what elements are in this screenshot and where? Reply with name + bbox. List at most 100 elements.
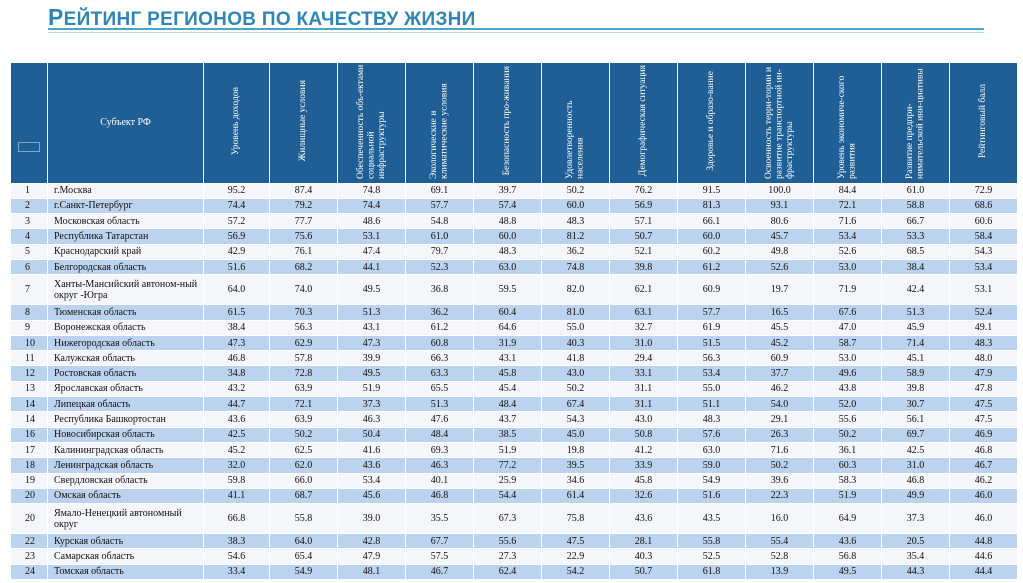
value-cell: 61.4 <box>541 487 610 505</box>
value-cell: 54.2 <box>541 563 610 581</box>
value-cell: 55.0 <box>677 380 746 398</box>
table-row: 13 Ярославская область 43.2 63.9 51.9 65.5 45.… <box>10 380 1018 398</box>
rank-cell: 6 <box>10 258 48 276</box>
column-header-label: Безопасность про-живания <box>502 66 513 176</box>
value-cell: 34.8 <box>203 365 270 382</box>
value-cell: 53.3 <box>881 228 950 245</box>
value-cell: 45.2 <box>745 334 814 352</box>
region-name-cell: Московская область <box>47 213 204 230</box>
value-cell: 54.0 <box>745 396 814 413</box>
table-row: 3 Московская область 57.2 77.7 48.6 54.8 48.8 4… <box>10 213 1018 230</box>
value-cell: 50.7 <box>609 563 678 581</box>
value-cell: 61.9 <box>677 319 746 336</box>
value-cell: 44.8 <box>949 533 1018 550</box>
value-cell: 62.5 <box>269 441 338 459</box>
value-cell: 39.9 <box>337 350 406 367</box>
rank-cell: 4 <box>10 228 48 245</box>
value-cell: 40.1 <box>405 472 474 489</box>
corner-box <box>18 141 40 152</box>
value-cell: 46.8 <box>405 487 474 505</box>
table-row: 8 Тюменская область 61.5 70.3 51.3 36.2 60.4 81… <box>10 304 1018 321</box>
column-header: Развитие предпри-нимательской ини-циатив… <box>881 62 950 184</box>
value-cell: 45.9 <box>881 319 950 336</box>
column-header-label: Здоровье и образо-вание <box>706 71 717 171</box>
region-name-cell: Свердловская область <box>47 472 204 489</box>
rank-cell: 17 <box>10 441 48 459</box>
value-cell: 51.3 <box>881 304 950 321</box>
value-cell: 36.1 <box>813 441 882 459</box>
table-row: 16 Новосибирская область 42.5 50.2 50.4 48.4 3… <box>10 426 1018 443</box>
value-cell: 40.3 <box>541 334 610 352</box>
value-cell: 51.3 <box>337 304 406 321</box>
rank-cell: 16 <box>10 426 48 443</box>
rating-table: Субъект РФ Уровень доходов Жилищные услов… <box>10 62 1018 581</box>
value-cell: 50.2 <box>541 182 610 199</box>
value-cell: 66.1 <box>677 213 746 230</box>
region-name-cell: Ханты-Мансийский автоном-ный округ -Югра <box>47 274 204 306</box>
value-cell: 43.6 <box>337 457 406 474</box>
value-cell: 69.1 <box>405 182 474 199</box>
value-cell: 31.1 <box>609 380 678 398</box>
table-row: 5 Краснодарский край 42.9 76.1 47.4 79.7 48.3 3… <box>10 243 1018 260</box>
value-cell: 49.6 <box>813 365 882 382</box>
value-cell: 74.0 <box>269 274 338 306</box>
region-name-cell: Липецкая область <box>47 396 204 413</box>
rank-cell: 18 <box>10 457 48 474</box>
region-name-cell: Курская область <box>47 533 204 550</box>
value-cell: 56.8 <box>813 548 882 565</box>
value-cell: 81.2 <box>541 228 610 245</box>
value-cell: 47.5 <box>949 396 1018 413</box>
value-cell: 60.2 <box>677 243 746 260</box>
value-cell: 64.9 <box>813 503 882 535</box>
value-cell: 57.6 <box>677 426 746 443</box>
value-cell: 42.5 <box>881 441 950 459</box>
value-cell: 58.3 <box>813 472 882 489</box>
value-cell: 59.0 <box>677 457 746 474</box>
column-header: Освоенность терри-тории и развитие транс… <box>745 62 814 184</box>
value-cell: 37.3 <box>337 396 406 413</box>
column-header-label: Освоенность терри-тории и развитие транс… <box>763 66 795 179</box>
column-header: Рейтинговый балл <box>949 62 1018 184</box>
value-cell: 27.3 <box>473 548 542 565</box>
value-cell: 54.8 <box>405 213 474 230</box>
value-cell: 55.8 <box>677 533 746 550</box>
value-cell: 53.4 <box>677 365 746 382</box>
value-cell: 53.1 <box>949 274 1018 306</box>
value-cell: 31.0 <box>609 334 678 352</box>
value-cell: 44.7 <box>203 396 270 413</box>
region-name-cell: Республика Башкортостан <box>47 411 204 428</box>
value-cell: 48.4 <box>473 396 542 413</box>
value-cell: 91.5 <box>677 182 746 199</box>
value-cell: 44.1 <box>337 258 406 276</box>
title-rule <box>48 28 984 30</box>
value-cell: 47.4 <box>337 243 406 260</box>
value-cell: 46.7 <box>949 457 1018 474</box>
rank-cell: 19 <box>10 472 48 489</box>
value-cell: 46.0 <box>949 503 1018 535</box>
value-cell: 46.9 <box>949 426 1018 443</box>
value-cell: 47.9 <box>949 365 1018 382</box>
value-cell: 63.1 <box>609 304 678 321</box>
rank-cell: 5 <box>10 243 48 260</box>
rank-cell: 2 <box>10 197 48 215</box>
value-cell: 53.4 <box>949 258 1018 276</box>
table-row: 24 Томская область 33.4 54.9 48.1 46.7 62.4 54.… <box>10 563 1018 581</box>
title-block: РЕЙТИНГ РЕГИОНОВ ПО КАЧЕСТВУ ЖИЗНИ <box>0 0 1023 60</box>
value-cell: 47.3 <box>203 334 270 352</box>
value-cell: 66.8 <box>203 503 270 535</box>
value-cell: 47.0 <box>813 319 882 336</box>
value-cell: 66.7 <box>881 213 950 230</box>
value-cell: 68.7 <box>269 487 338 505</box>
column-header: Экологические и климатические условия <box>405 62 474 184</box>
title-rule-thin <box>48 32 984 33</box>
value-cell: 34.6 <box>541 472 610 489</box>
value-cell: 63.3 <box>405 365 474 382</box>
value-cell: 59.8 <box>203 472 270 489</box>
value-cell: 61.2 <box>677 258 746 276</box>
value-cell: 68.5 <box>881 243 950 260</box>
value-cell: 60.8 <box>405 334 474 352</box>
value-cell: 54.3 <box>541 411 610 428</box>
region-name-cell: Ленинградская область <box>47 457 204 474</box>
value-cell: 31.9 <box>473 334 542 352</box>
value-cell: 60.4 <box>473 304 542 321</box>
